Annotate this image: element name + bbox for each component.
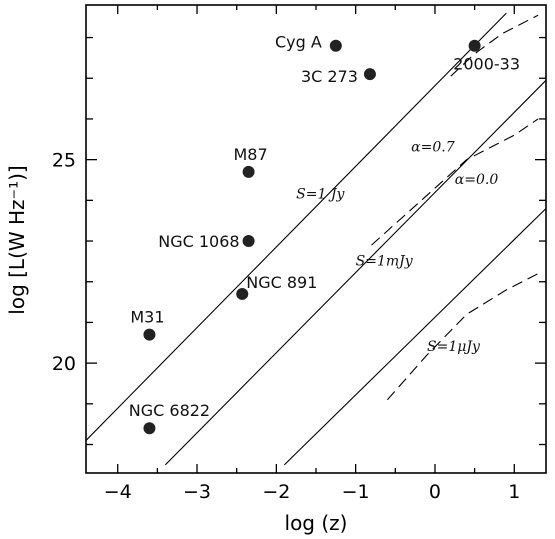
- dashed-curve: [386, 273, 539, 401]
- flux-limit-line: [283, 208, 546, 466]
- flux-limit-line: [86, 12, 507, 441]
- data-point: [143, 422, 156, 435]
- data-point-label: M31: [130, 308, 164, 327]
- dashed-curves: [371, 14, 539, 401]
- data-point: [242, 235, 255, 248]
- dashed-curve: [371, 118, 539, 246]
- x-tick-label: −4: [104, 481, 132, 503]
- data-point: [143, 328, 156, 341]
- flux-limit-line: [164, 79, 546, 466]
- spectral-index-label: α=0.7: [411, 140, 455, 156]
- data-point: [363, 68, 376, 81]
- annotations: S=1 Jy S=1mJy S=1μJy α=0.7α=0.0: [296, 140, 498, 355]
- x-tick-label: −2: [262, 481, 290, 503]
- x-tick-label: −3: [183, 481, 211, 503]
- data-point: [468, 39, 481, 52]
- data-point-label: NGC 6822: [129, 401, 210, 420]
- data-point-label: M87: [234, 145, 268, 164]
- flux-limit-lines: [86, 12, 546, 466]
- x-axis-ticks: −4 −3 −2 −1 0 1: [104, 5, 520, 503]
- x-tick-label: 1: [508, 481, 520, 503]
- data-point-label: Cyg A: [275, 33, 322, 52]
- y-tick-label: 20: [52, 353, 76, 375]
- x-tick-label: 0: [429, 481, 441, 503]
- data-point-label: NGC 1068: [158, 232, 239, 251]
- data-point: [242, 165, 255, 178]
- data-point: [236, 287, 249, 300]
- y-axis-label: log [L(W Hz⁻¹)]: [5, 165, 29, 314]
- source-points: Cyg A 3C 273 2000-33 M87 NGC 1068 NGC 891 M31 N…: [129, 33, 520, 435]
- x-tick-label: −1: [342, 481, 370, 503]
- data-point-label: 2000-33: [453, 55, 520, 74]
- flux-limit-label: S=1mJy: [356, 253, 414, 269]
- dashed-curve: [450, 14, 539, 77]
- spectral-index-label: α=0.0: [455, 172, 499, 188]
- data-point-label: 3C 273: [301, 67, 358, 86]
- data-point-label: NGC 891: [246, 273, 317, 292]
- x-axis-label: log (z): [285, 511, 348, 535]
- flux-limit-label: S=1μJy: [427, 339, 481, 355]
- flux-limit-label: S=1 Jy: [296, 186, 345, 202]
- y-tick-label: 25: [52, 150, 76, 172]
- data-point: [329, 39, 342, 52]
